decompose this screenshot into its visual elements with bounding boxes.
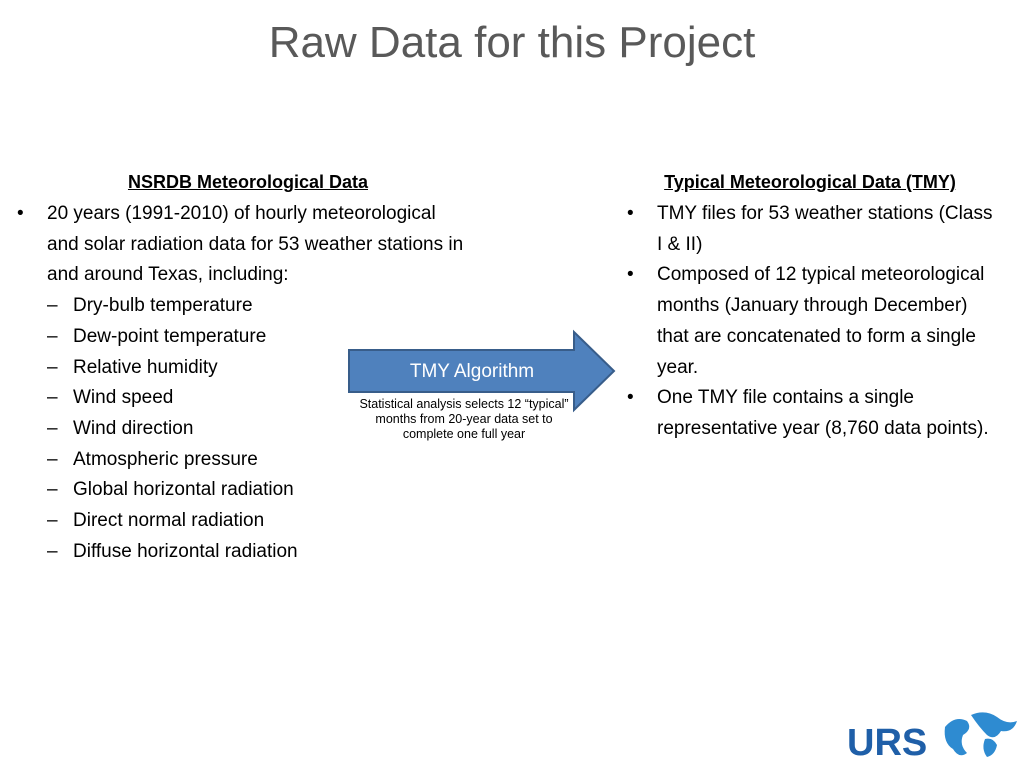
logo: URS: [847, 712, 1017, 764]
left-column: 20 years (1991-2010) of hourly meteorolo…: [17, 199, 467, 568]
bullet: 20 years (1991-2010) of hourly meteorolo…: [17, 199, 467, 291]
arrow: TMY Algorithm: [348, 329, 616, 413]
right-list: TMY files for 53 weather stations (Class…: [627, 199, 1002, 445]
logo-text: URS: [847, 722, 927, 764]
sub-item: Dry-bulb temperature: [47, 291, 467, 322]
sub-item: Diffuse horizontal radiation: [47, 537, 467, 568]
sub-item: Direct normal radiation: [47, 506, 467, 537]
bullet: Composed of 12 typical meteorological mo…: [627, 260, 1002, 383]
sub-list: Dry-bulb temperature Dew-point temperatu…: [47, 291, 467, 568]
right-heading: Typical Meteorological Data (TMY): [664, 172, 956, 192]
arrow-shape: [348, 329, 616, 413]
sub-item: Wind speed: [47, 383, 467, 414]
left-list: 20 years (1991-2010) of hourly meteorolo…: [17, 199, 467, 291]
arrow-label: TMY Algorithm: [410, 361, 534, 382]
sub-item: Relative humidity: [47, 353, 467, 384]
sub-item: Global horizontal radiation: [47, 475, 467, 506]
arrow-caption: Statistical analysis selects 12 “typical…: [359, 397, 569, 441]
sub-item: Dew-point temperature: [47, 322, 467, 353]
left-heading: NSRDB Meteorological Data: [127, 172, 369, 192]
sub-item: Atmospheric pressure: [47, 445, 467, 476]
sub-item: Wind direction: [47, 414, 467, 445]
bullet: One TMY file contains a single represent…: [627, 383, 1002, 444]
slide-title: Raw Data for this Project: [268, 18, 756, 67]
bullet: TMY files for 53 weather stations (Class…: [627, 199, 1002, 260]
logo-globe: [944, 712, 1017, 757]
right-column: TMY files for 53 weather stations (Class…: [627, 199, 1002, 445]
